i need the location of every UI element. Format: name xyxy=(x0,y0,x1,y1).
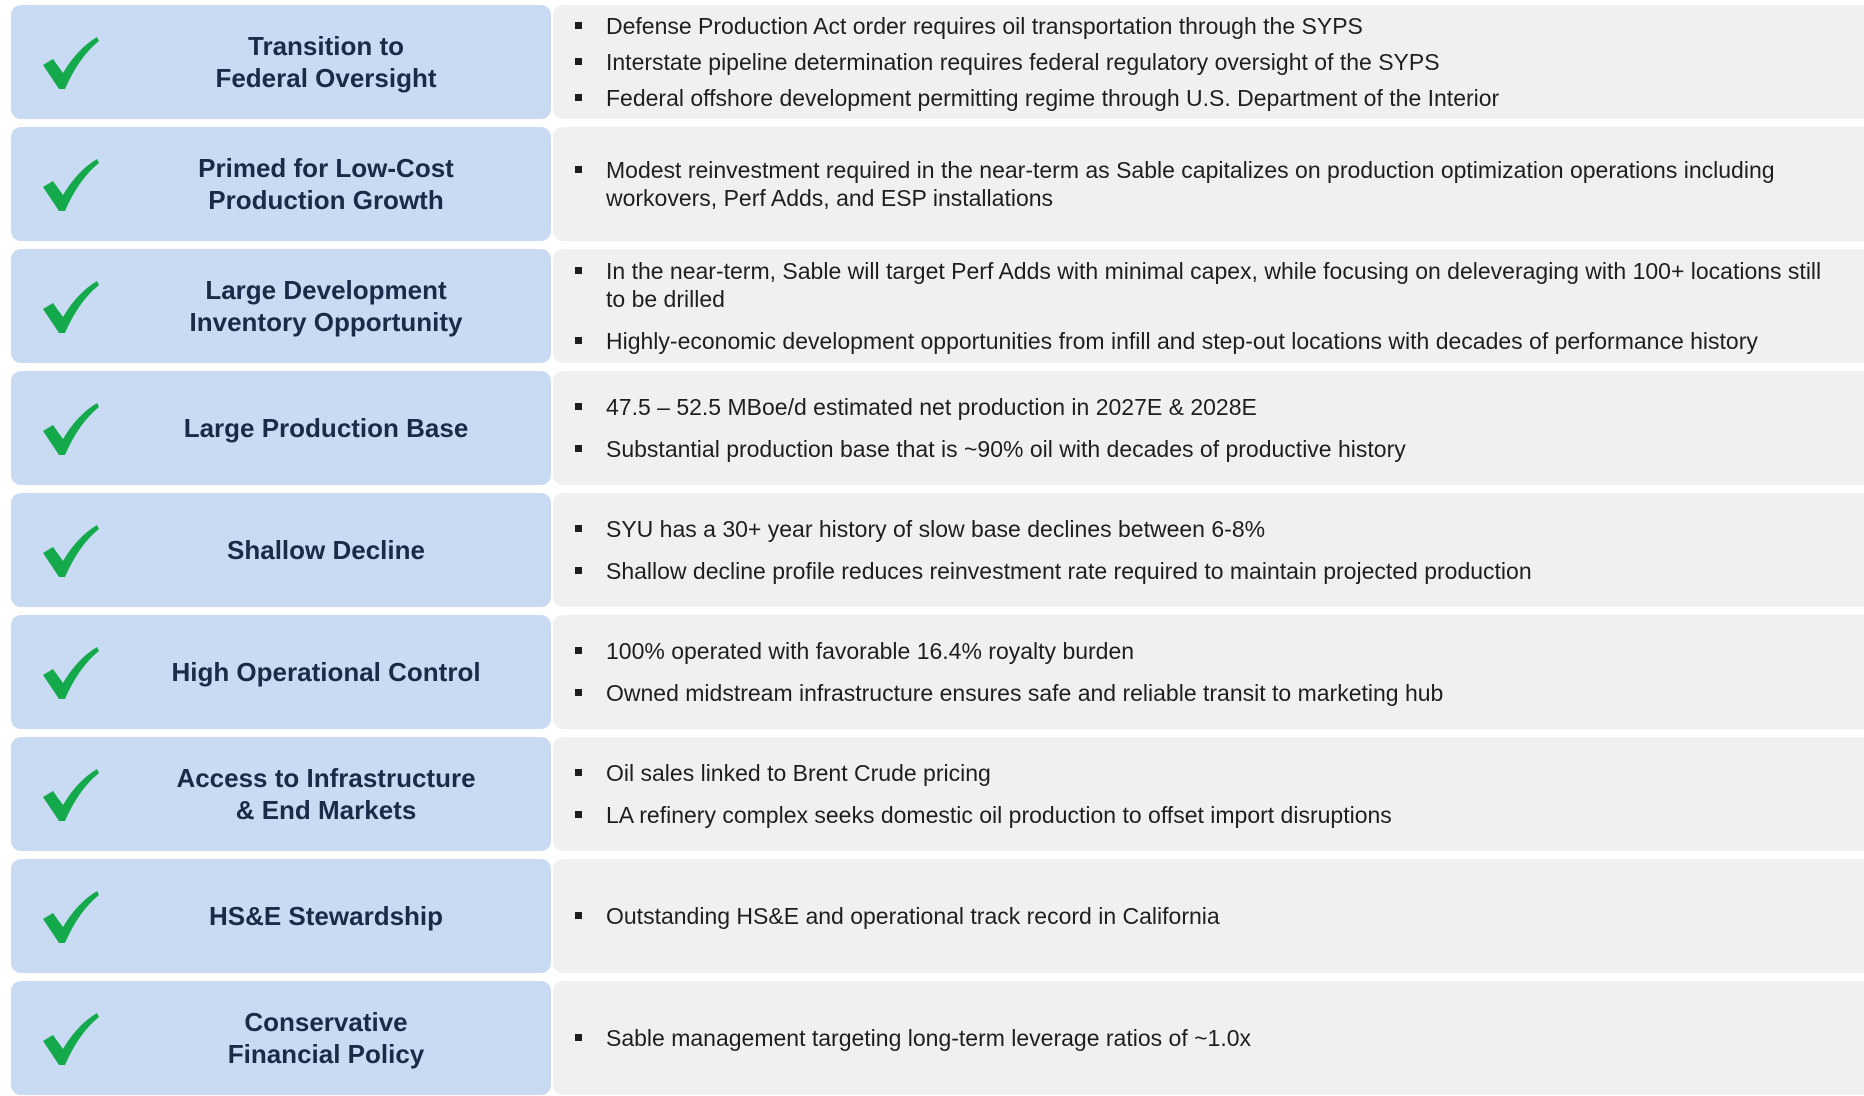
bullet-item: Oil sales linked to Brent Crude pricing xyxy=(553,759,1844,787)
feature-row: Transition to Federal Oversight Defense Pr… xyxy=(11,5,1864,119)
bullet-item: 47.5 – 52.5 MBoe/d estimated net product… xyxy=(553,393,1844,421)
bullet-item: Outstanding HS&E and operational track r… xyxy=(553,902,1844,930)
title-line: Federal Oversight xyxy=(215,63,437,93)
feature-row: Large Development Inventory Opportunity In… xyxy=(11,249,1864,363)
feature-details: Outstanding HS&E and operational track r… xyxy=(553,859,1864,973)
feature-label-box: Shallow Decline xyxy=(11,493,551,607)
feature-label-box: Primed for Low-Cost Production Growth xyxy=(11,127,551,241)
feature-title: High Operational Control xyxy=(111,615,541,729)
check-icon xyxy=(43,891,99,943)
check-icon xyxy=(43,525,99,577)
feature-label-box: Transition to Federal Oversight xyxy=(11,5,551,119)
bullet-item: LA refinery complex seeks domestic oil p… xyxy=(553,801,1844,829)
feature-details: Modest reinvestment required in the near… xyxy=(553,127,1864,241)
feature-title: Access to Infrastructure & End Markets xyxy=(111,737,541,851)
feature-title: Conservative Financial Policy xyxy=(111,981,541,1095)
check-icon xyxy=(43,159,99,211)
title-line: Large Development xyxy=(205,275,447,305)
title-line: Financial Policy xyxy=(227,1039,425,1069)
check-icon xyxy=(43,403,99,455)
title-line: Large Production Base xyxy=(183,413,469,443)
feature-label-box: Large Development Inventory Opportunity xyxy=(11,249,551,363)
bullet-item: Interstate pipeline determination requir… xyxy=(553,48,1844,76)
feature-details: SYU has a 30+ year history of slow base … xyxy=(553,493,1864,607)
bullet-item: Sable management targeting long-term lev… xyxy=(553,1024,1844,1052)
feature-row: High Operational Control 100% operated wi… xyxy=(11,615,1864,729)
feature-row: HS&E Stewardship Outstanding HS&E and ope… xyxy=(11,859,1864,973)
feature-title: Primed for Low-Cost Production Growth xyxy=(111,127,541,241)
feature-label-box: Large Production Base xyxy=(11,371,551,485)
feature-title: Transition to Federal Oversight xyxy=(111,5,541,119)
check-icon xyxy=(43,1013,99,1065)
bullet-item: Highly-economic development opportunitie… xyxy=(553,327,1844,355)
bullet-item: Defense Production Act order requires oi… xyxy=(553,12,1844,40)
feature-label-box: HS&E Stewardship xyxy=(11,859,551,973)
feature-title: Large Development Inventory Opportunity xyxy=(111,249,541,363)
title-line: Conservative xyxy=(244,1007,408,1037)
bullet-item: SYU has a 30+ year history of slow base … xyxy=(553,515,1844,543)
feature-title: Shallow Decline xyxy=(111,493,541,607)
title-line: & End Markets xyxy=(235,795,417,825)
title-line: Primed for Low-Cost xyxy=(198,153,454,183)
title-line: Transition to xyxy=(248,31,404,61)
bullet-item: Modest reinvestment required in the near… xyxy=(553,156,1844,212)
title-line: HS&E Stewardship xyxy=(208,901,444,931)
feature-title: Large Production Base xyxy=(111,371,541,485)
feature-details: In the near-term, Sable will target Perf… xyxy=(553,249,1864,363)
feature-details: 100% operated with favorable 16.4% royal… xyxy=(553,615,1864,729)
title-line: High Operational Control xyxy=(171,657,481,687)
feature-title: HS&E Stewardship xyxy=(111,859,541,973)
check-icon xyxy=(43,281,99,333)
feature-row: Large Production Base 47.5 – 52.5 MBoe/d … xyxy=(11,371,1864,485)
title-line: Inventory Opportunity xyxy=(189,307,463,337)
bullet-item: In the near-term, Sable will target Perf… xyxy=(553,257,1844,313)
feature-details: 47.5 – 52.5 MBoe/d estimated net product… xyxy=(553,371,1864,485)
bullet-item: Shallow decline profile reduces reinvest… xyxy=(553,557,1844,585)
bullet-item: Substantial production base that is ~90%… xyxy=(553,435,1844,463)
feature-row: Primed for Low-Cost Production Growth Mode… xyxy=(11,127,1864,241)
feature-details: Oil sales linked to Brent Crude pricing L… xyxy=(553,737,1864,851)
feature-details: Defense Production Act order requires oi… xyxy=(553,5,1864,119)
feature-row: Access to Infrastructure & End Markets Oil… xyxy=(11,737,1864,851)
title-line: Production Growth xyxy=(208,185,444,215)
feature-details: Sable management targeting long-term lev… xyxy=(553,981,1864,1095)
title-line: Shallow Decline xyxy=(227,535,425,565)
feature-label-box: Access to Infrastructure & End Markets xyxy=(11,737,551,851)
check-icon xyxy=(43,647,99,699)
feature-row: Conservative Financial Policy Sable manage… xyxy=(11,981,1864,1095)
feature-label-box: High Operational Control xyxy=(11,615,551,729)
bullet-item: Federal offshore development permitting … xyxy=(553,84,1844,112)
bullet-item: 100% operated with favorable 16.4% royal… xyxy=(553,637,1844,665)
title-line: Access to Infrastructure xyxy=(176,763,476,793)
feature-label-box: Conservative Financial Policy xyxy=(11,981,551,1095)
feature-row: Shallow Decline SYU has a 30+ year histor… xyxy=(11,493,1864,607)
check-icon xyxy=(43,769,99,821)
bullet-item: Owned midstream infrastructure ensures s… xyxy=(553,679,1844,707)
check-icon xyxy=(43,37,99,89)
